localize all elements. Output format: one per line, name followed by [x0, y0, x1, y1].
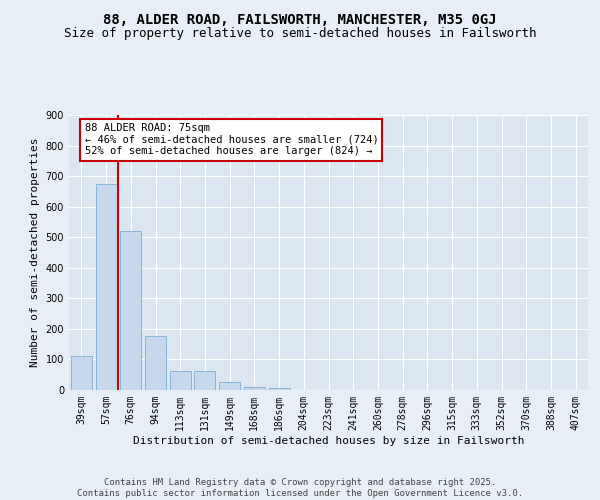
Bar — [120, 231, 141, 390]
Bar — [194, 371, 215, 390]
Text: Contains HM Land Registry data © Crown copyright and database right 2025.
Contai: Contains HM Land Registry data © Crown c… — [77, 478, 523, 498]
Bar — [71, 356, 92, 390]
Bar — [170, 371, 191, 390]
Text: Size of property relative to semi-detached houses in Failsworth: Size of property relative to semi-detach… — [64, 28, 536, 40]
Text: 88 ALDER ROAD: 75sqm
← 46% of semi-detached houses are smaller (724)
52% of semi: 88 ALDER ROAD: 75sqm ← 46% of semi-detac… — [85, 123, 379, 156]
Bar — [244, 387, 265, 390]
Y-axis label: Number of semi-detached properties: Number of semi-detached properties — [30, 138, 40, 367]
Bar — [95, 184, 116, 390]
Bar — [269, 388, 290, 390]
Bar — [219, 382, 240, 390]
Text: 88, ALDER ROAD, FAILSWORTH, MANCHESTER, M35 0GJ: 88, ALDER ROAD, FAILSWORTH, MANCHESTER, … — [103, 12, 497, 26]
Bar — [145, 336, 166, 390]
X-axis label: Distribution of semi-detached houses by size in Failsworth: Distribution of semi-detached houses by … — [133, 436, 524, 446]
